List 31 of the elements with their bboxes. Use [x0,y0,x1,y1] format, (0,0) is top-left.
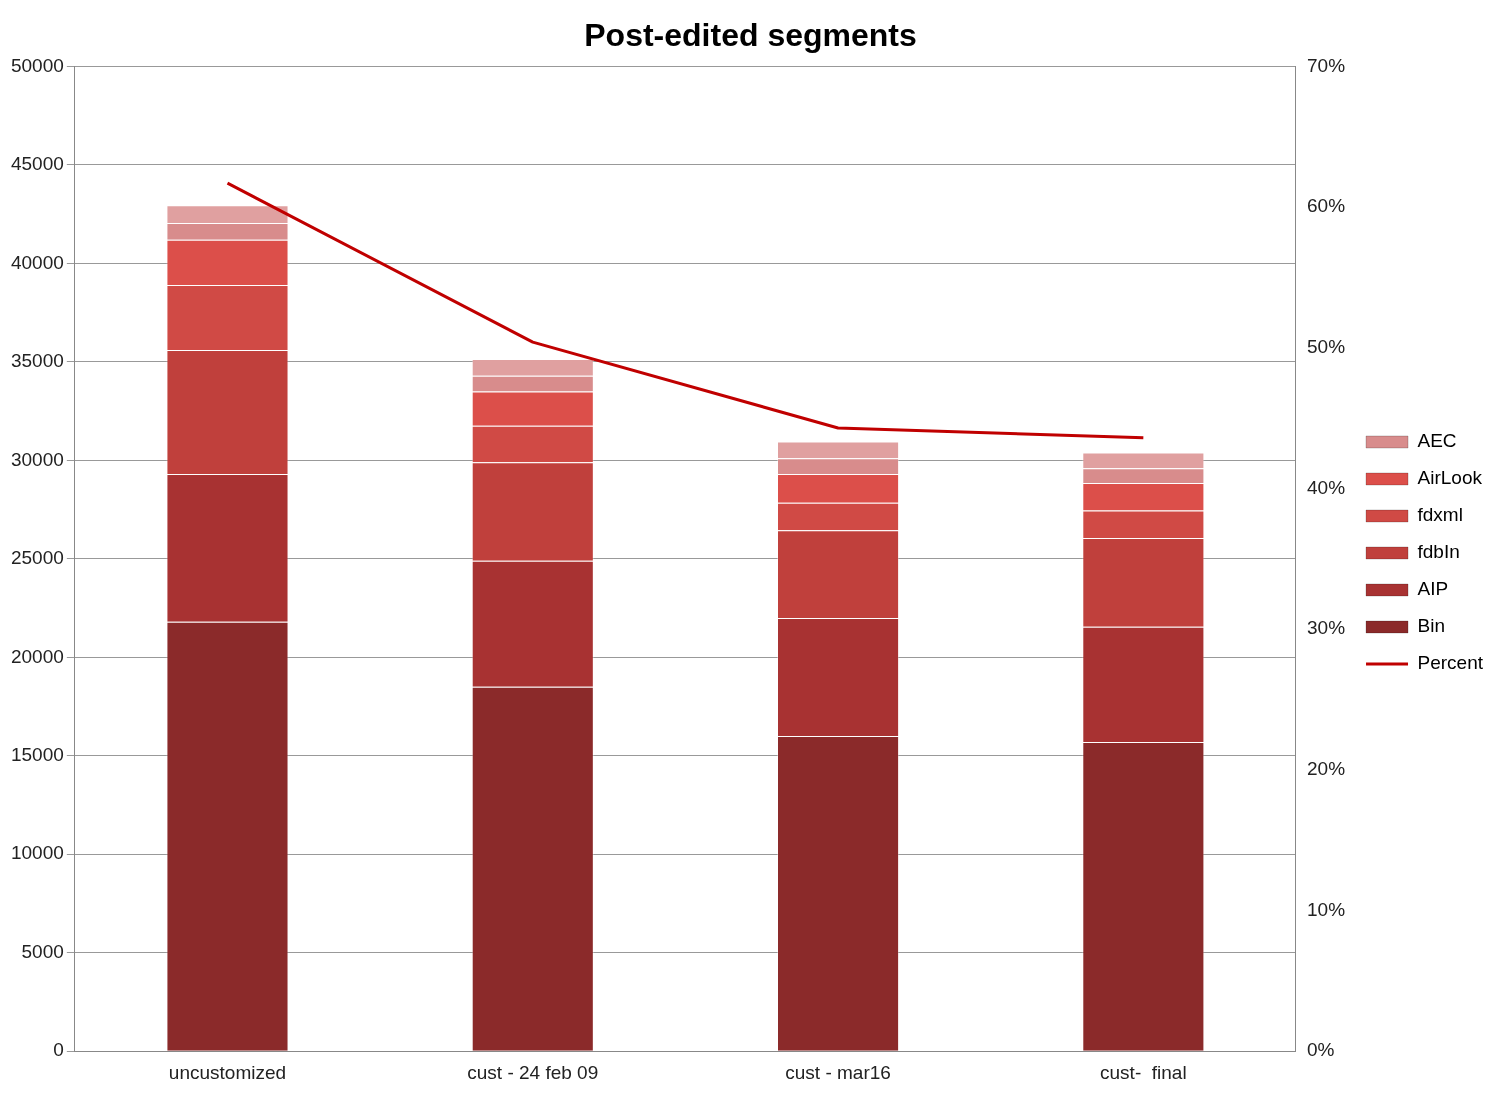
y2-tick-label: 70% [1306,54,1346,76]
y2-tick-label: 60% [1306,195,1346,217]
legend-label: fdxml [1417,504,1463,526]
legend-label: Percent [1417,652,1484,674]
y2-tick-label: 20% [1306,758,1346,780]
y-tick-label: 30000 [10,448,64,470]
legend-label: AIP [1417,578,1449,600]
y-tick-label: 45000 [10,153,64,175]
legend-label: Bin [1417,615,1445,637]
y-tick-label: 0 [53,1039,64,1061]
x-tick-label: uncustomized [168,1061,287,1083]
legend-label: AirLook [1417,467,1483,489]
legend-label: AEC [1417,430,1457,452]
y-tick-label: 35000 [10,350,64,372]
y-tick-label: 20000 [10,645,64,667]
y2-tick-label: 40% [1306,476,1346,498]
chart-title: Post-edited segments [584,17,917,54]
x-tick-label: cust - 24 feb 09 [467,1061,599,1083]
y-tick-label: 10000 [10,842,64,864]
y-tick-label: 15000 [10,743,64,765]
y-tick-label: 25000 [10,547,64,569]
y-tick-label: 40000 [10,251,64,273]
y-tick-label: 5000 [21,940,64,962]
y2-tick-label: 30% [1306,617,1346,639]
y-tick-label: 50000 [10,54,64,76]
y2-tick-label: 50% [1306,336,1346,358]
x-tick-label: cust - mar16 [785,1061,891,1083]
y2-tick-label: 10% [1306,898,1346,920]
x-tick-label: cust- final [1100,1061,1187,1083]
y2-tick-label: 0% [1306,1039,1335,1061]
legend-label: fdbIn [1417,541,1460,563]
